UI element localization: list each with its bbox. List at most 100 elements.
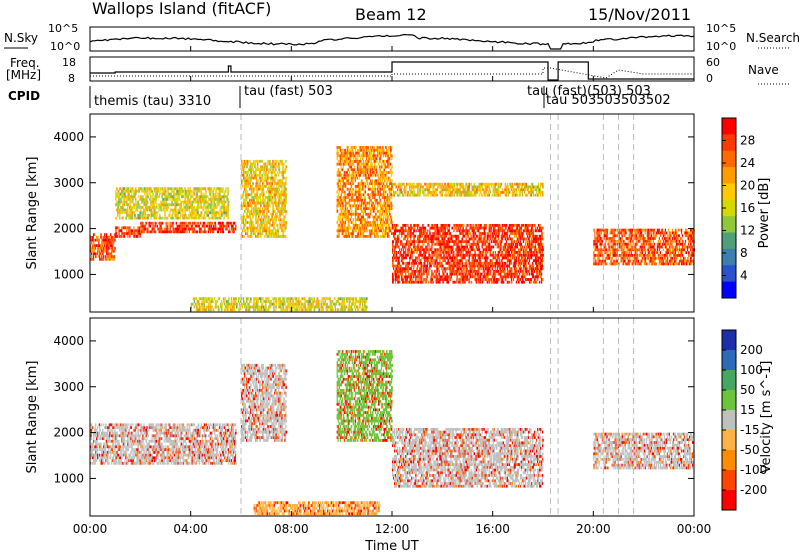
heatmap-cell: [410, 240, 412, 243]
heatmap-cell: [450, 256, 453, 260]
heatmap-cell: [196, 195, 198, 199]
heatmap-cell: [342, 198, 345, 202]
heatmap-cell: [508, 267, 511, 271]
heatmap-cell: [493, 261, 495, 265]
heatmap-cell: [101, 241, 103, 245]
heatmap-cell: [259, 182, 261, 185]
heatmap-cell: [401, 248, 403, 252]
heatmap-cell: [382, 168, 385, 172]
heatmap-cell: [456, 278, 458, 281]
heatmap-cell: [244, 165, 246, 169]
heatmap-cell: [512, 242, 514, 246]
heatmap-cell: [212, 224, 215, 228]
heatmap-cell: [261, 173, 263, 177]
heatmap-cell: [355, 190, 358, 194]
heatmap-cell: [206, 206, 209, 209]
heatmap-cell: [396, 242, 398, 246]
heatmap-cell: [151, 230, 153, 234]
heatmap-cell: [462, 240, 464, 243]
heatmap-cell: [262, 190, 264, 194]
heatmap-cell: [397, 275, 399, 279]
heatmap-cell: [388, 146, 390, 149]
heatmap-cell: [351, 204, 353, 208]
heatmap-cell: [281, 235, 283, 238]
heatmap-cell: [106, 241, 109, 245]
heatmap-cell: [337, 215, 340, 219]
heatmap-cell: [354, 193, 357, 197]
heatmap-cell: [347, 160, 349, 163]
heatmap-cell: [167, 192, 169, 196]
heatmap-cell: [351, 146, 354, 149]
heatmap-cell: [349, 193, 351, 197]
heatmap-cell: [374, 223, 377, 227]
heatmap-cell: [524, 224, 527, 227]
heatmap-cell: [267, 226, 269, 230]
heatmap-cell: [377, 176, 380, 180]
heatmap-cell: [343, 235, 345, 238]
heatmap-cell: [507, 256, 510, 260]
heatmap-cell: [433, 275, 435, 279]
heatmap-cell: [362, 229, 365, 233]
heatmap-cell: [336, 154, 339, 158]
heatmap-cell: [98, 246, 100, 250]
heatmap-cell: [197, 216, 199, 220]
heatmap-cell: [520, 229, 523, 233]
heatmap-cell: [337, 226, 340, 230]
heatmap-cell: [163, 208, 165, 212]
heatmap-cell: [352, 146, 354, 149]
date-label: 15/Nov/2011: [588, 5, 691, 24]
heatmap-cell: [357, 173, 360, 177]
heatmap-cell: [277, 215, 279, 219]
heatmap-cell: [382, 171, 385, 174]
heatmap-cell: [225, 211, 227, 215]
heatmap-cell: [457, 264, 460, 268]
heatmap-cell: [227, 214, 229, 217]
heatmap-cell: [214, 216, 217, 220]
cpid-label: CPID: [8, 89, 40, 103]
heatmap-cell: [281, 159, 284, 163]
heatmap-cell: [396, 259, 398, 262]
heatmap-cell: [263, 229, 266, 233]
heatmap-cell: [508, 261, 511, 265]
heatmap-cell: [259, 171, 261, 174]
heatmap-cell: [414, 224, 416, 227]
heatmap-cell: [407, 248, 409, 252]
heatmap-cell: [370, 162, 373, 166]
heatmap-cell: [252, 201, 254, 205]
heatmap-cell: [510, 275, 513, 279]
heatmap-cell: [408, 240, 410, 243]
heatmap-cell: [416, 240, 418, 243]
heatmap-cell: [166, 221, 169, 225]
heatmap-cell: [361, 157, 364, 160]
heatmap-cell: [385, 226, 387, 230]
heatmap-cell: [137, 235, 139, 238]
heatmap-cell: [357, 218, 360, 222]
heatmap-cell: [375, 198, 378, 202]
heatmap-cell: [168, 192, 170, 196]
heatmap-cell: [200, 192, 202, 196]
heatmap-cell: [136, 208, 139, 212]
heatmap-cell: [131, 211, 134, 215]
heatmap-cell: [393, 256, 395, 260]
heatmap-cell: [248, 210, 250, 213]
heatmap-cell: [375, 232, 378, 235]
heatmap-cell: [251, 193, 253, 197]
heatmap-cell: [469, 267, 471, 271]
heatmap-cell: [176, 211, 178, 215]
heatmap-cell: [424, 229, 426, 233]
heatmap-cell: [258, 229, 260, 233]
heatmap-cell: [151, 189, 154, 193]
heatmap-cell: [173, 198, 175, 201]
heatmap-cell: [157, 187, 159, 191]
heatmap-cell: [169, 230, 171, 234]
heatmap-cell: [221, 189, 224, 193]
heatmap-cell: [477, 278, 480, 281]
heatmap-cell: [198, 198, 201, 201]
heatmap-cell: [212, 189, 214, 193]
heatmap-cell: [496, 245, 498, 249]
heatmap-cell: [352, 171, 355, 174]
heatmap-cell: [197, 214, 200, 217]
heatmap-cell: [273, 232, 275, 235]
heatmap-cell: [479, 226, 482, 230]
heatmap-cell: [366, 146, 369, 149]
